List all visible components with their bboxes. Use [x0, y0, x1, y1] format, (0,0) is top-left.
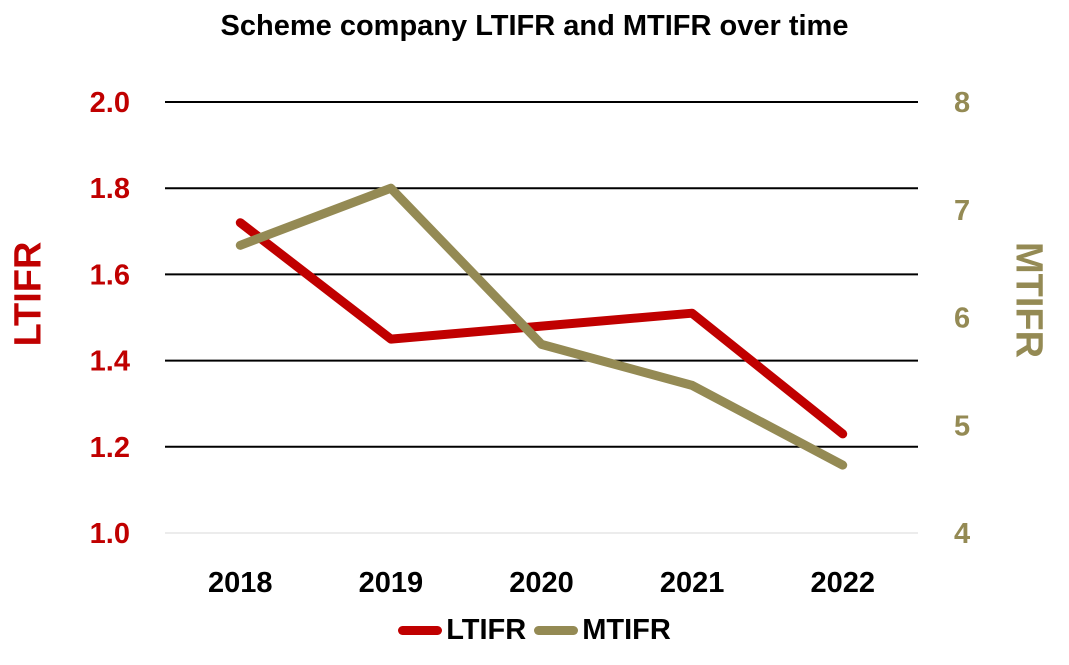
legend: LTIFR MTIFR — [0, 614, 1069, 647]
legend-item-ltifr[interactable]: LTIFR — [398, 614, 526, 647]
y-tick-left: 1.4 — [90, 346, 130, 378]
y-tick-right: 6 — [954, 303, 970, 335]
y-tick-left: 2.0 — [90, 87, 130, 119]
legend-label-ltifr: LTIFR — [446, 614, 527, 646]
x-tick: 2021 — [660, 567, 725, 599]
y-tick-left: 1.0 — [90, 518, 130, 550]
x-tick: 2019 — [359, 567, 424, 599]
y-tick-left: 1.2 — [90, 432, 130, 464]
legend-item-mtifr[interactable]: MTIFR — [534, 614, 671, 647]
y-tick-right: 5 — [954, 410, 970, 442]
x-tick: 2022 — [810, 567, 875, 599]
y-tick-right: 4 — [954, 518, 970, 550]
y-tick-left: 1.8 — [90, 173, 130, 205]
y-tick-left: 1.6 — [90, 259, 130, 291]
series-line-ltifr — [235, 218, 848, 439]
legend-swatch-ltifr — [398, 626, 443, 635]
y-tick-right: 7 — [954, 195, 970, 227]
chart-title: Scheme company LTIFR and MTIFR over time — [220, 10, 849, 42]
legend-label-mtifr: MTIFR — [582, 614, 671, 646]
x-tick: 2018 — [208, 567, 273, 599]
y-tick-right: 8 — [954, 87, 970, 119]
legend-swatch-mtifr — [534, 626, 579, 635]
x-tick: 2020 — [509, 567, 574, 599]
